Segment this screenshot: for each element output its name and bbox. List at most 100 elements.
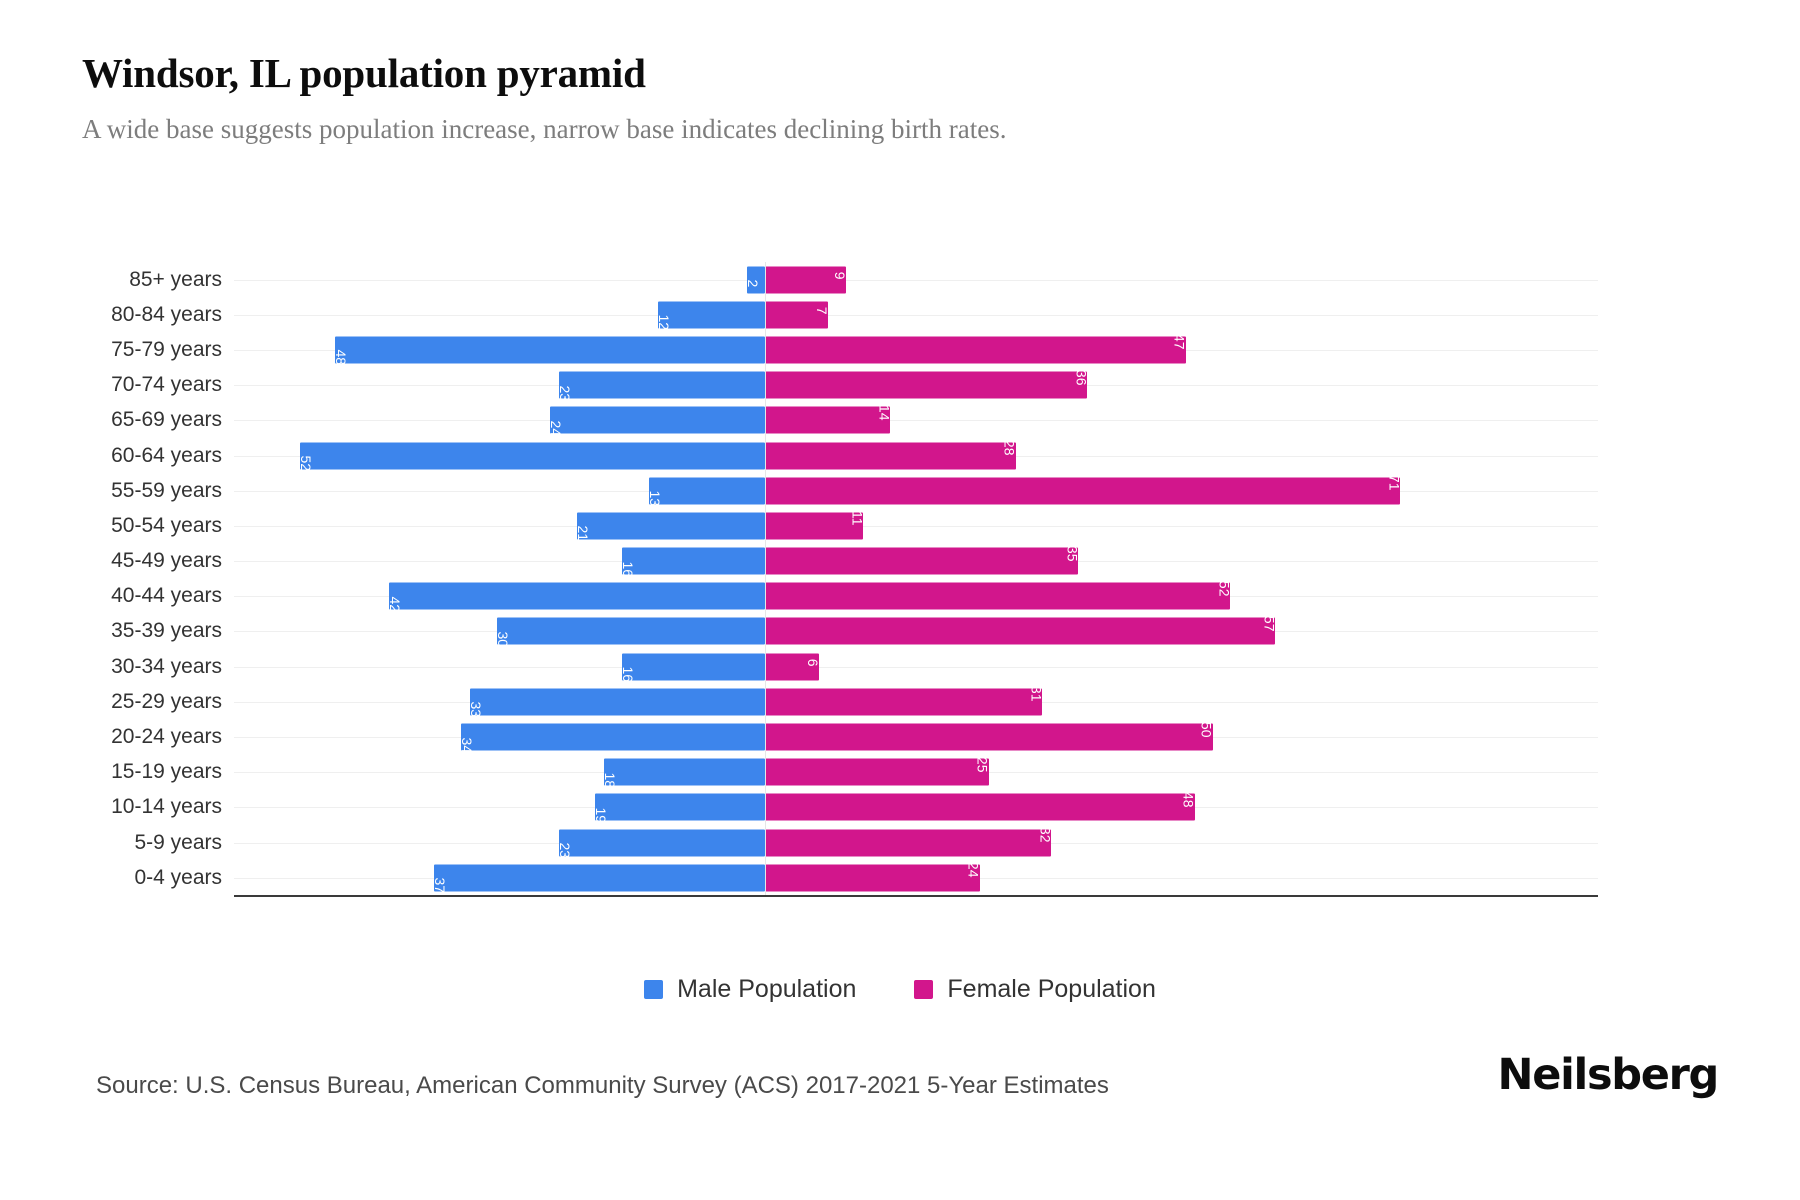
chart-subtitle: A wide base suggests population increase… bbox=[82, 114, 1007, 145]
age-group-label: 55-59 years bbox=[111, 478, 222, 502]
bar-value-male: 33 bbox=[467, 701, 484, 718]
bar-female[interactable]: 32 bbox=[765, 827, 1053, 857]
bar-male[interactable]: 48 bbox=[333, 336, 765, 366]
bar-female[interactable]: 36 bbox=[765, 370, 1089, 399]
bar-value-female: 48 bbox=[1180, 791, 1197, 808]
bar-female[interactable]: 7 bbox=[765, 301, 830, 329]
legend-swatch-male-icon bbox=[644, 980, 664, 999]
bar-value-male: 18 bbox=[601, 772, 618, 788]
pyramid-row: 75-79 years 48 47 bbox=[82, 332, 1722, 367]
center-axis-line bbox=[765, 262, 766, 896]
bar-male[interactable]: 19 bbox=[593, 793, 765, 823]
age-group-label: 60-64 years bbox=[111, 443, 222, 467]
bar-male[interactable]: 30 bbox=[494, 617, 765, 648]
pyramid-row: 55-59 years 13 71 bbox=[82, 473, 1722, 508]
age-group-label: 35-39 years bbox=[111, 619, 222, 643]
age-group-label: 45-49 years bbox=[111, 549, 222, 573]
gridline bbox=[234, 279, 1598, 281]
bar-value-female: 14 bbox=[876, 404, 893, 421]
age-group-label: 80-84 years bbox=[111, 302, 222, 326]
gridline bbox=[234, 420, 1598, 422]
age-group-label: 65-69 years bbox=[111, 408, 222, 432]
pyramid-rows: 85+ years 2 9 80-84 years 12 7 75-79 years 48 47… bbox=[82, 262, 1722, 895]
age-group-label: 30-34 years bbox=[111, 654, 222, 678]
bar-female[interactable]: 24 bbox=[765, 862, 982, 892]
pyramid-row: 15-19 years 18 25 bbox=[82, 755, 1722, 790]
bar-male[interactable]: 34 bbox=[458, 723, 765, 753]
pyramid-row: 70-74 years 23 36 bbox=[82, 368, 1722, 403]
age-group-label: 0-4 years bbox=[134, 865, 222, 889]
bar-value-female: 25 bbox=[974, 756, 991, 773]
bar-value-male: 24 bbox=[548, 420, 565, 436]
bar-female[interactable]: 50 bbox=[765, 721, 1215, 751]
age-group-label: 40-44 years bbox=[111, 584, 222, 608]
pyramid-row: 40-44 years 42 52 bbox=[82, 579, 1722, 614]
pyramid-row: 80-84 years 12 7 bbox=[82, 297, 1722, 332]
pyramid-row: 5-9 years 23 32 bbox=[82, 825, 1722, 860]
bar-male[interactable]: 16 bbox=[619, 547, 765, 577]
bar-male[interactable]: 2 bbox=[745, 266, 765, 294]
bar-male[interactable]: 12 bbox=[656, 301, 765, 330]
pyramid-row: 60-64 years 52 28 bbox=[82, 438, 1722, 473]
legend-swatch-female-icon bbox=[914, 980, 934, 999]
age-group-label: 10-14 years bbox=[111, 795, 222, 819]
chart-plot-area: 85+ years 2 9 80-84 years 12 7 75-79 years 48 47… bbox=[82, 262, 1722, 922]
bar-value-male: 52 bbox=[297, 455, 314, 472]
chart-header: Windsor, IL population pyramid A wide ba… bbox=[82, 50, 1722, 145]
bar-male[interactable]: 23 bbox=[557, 829, 765, 859]
bar-value-male: 37 bbox=[431, 877, 448, 894]
legend-item-female[interactable]: Female Population bbox=[914, 975, 1156, 1004]
bar-male[interactable]: 33 bbox=[467, 688, 765, 718]
bar-male[interactable]: 24 bbox=[548, 406, 765, 436]
gridline bbox=[234, 666, 1598, 668]
pyramid-row: 85+ years 2 9 bbox=[82, 262, 1722, 297]
bar-female[interactable]: 28 bbox=[765, 440, 1018, 470]
bar-male[interactable]: 18 bbox=[601, 758, 765, 788]
bar-female[interactable]: 6 bbox=[765, 653, 821, 681]
age-group-label: 70-74 years bbox=[111, 373, 222, 397]
bar-female[interactable]: 14 bbox=[765, 404, 893, 434]
bar-female[interactable]: 52 bbox=[765, 581, 1232, 610]
bar-female[interactable]: 9 bbox=[765, 266, 848, 294]
bar-value-male: 13 bbox=[646, 490, 663, 507]
legend-item-male[interactable]: Male Population bbox=[644, 975, 856, 1004]
bar-female[interactable]: 35 bbox=[765, 546, 1080, 575]
pyramid-row: 20-24 years 34 50 bbox=[82, 719, 1722, 754]
bar-male[interactable]: 13 bbox=[646, 477, 765, 507]
bar-male[interactable]: 23 bbox=[557, 371, 765, 401]
bar-value-male: 16 bbox=[619, 666, 636, 683]
bar-male[interactable]: 16 bbox=[619, 653, 765, 683]
age-group-label: 15-19 years bbox=[111, 760, 222, 784]
bar-value-female: 11 bbox=[849, 511, 866, 526]
bar-value-male: 34 bbox=[458, 737, 475, 753]
pyramid-row: 30-34 years 16 6 bbox=[82, 649, 1722, 684]
bar-female[interactable]: 11 bbox=[765, 511, 866, 540]
bar-female[interactable]: 57 bbox=[765, 615, 1278, 645]
bar-female[interactable]: 31 bbox=[765, 686, 1045, 716]
bar-value-female: 7 bbox=[813, 306, 830, 315]
bar-value-male: 23 bbox=[557, 385, 574, 401]
bar-value-male: 21 bbox=[575, 525, 592, 542]
bar-female[interactable]: 25 bbox=[765, 756, 991, 786]
age-group-label: 85+ years bbox=[129, 267, 222, 291]
bar-value-male: 30 bbox=[494, 631, 511, 648]
bar-value-male: 16 bbox=[619, 561, 636, 577]
bar-value-female: 50 bbox=[1198, 721, 1215, 738]
bar-value-female: 9 bbox=[831, 271, 848, 280]
pyramid-row: 25-29 years 33 31 bbox=[82, 684, 1722, 719]
bar-female[interactable]: 48 bbox=[765, 791, 1197, 821]
bar-female[interactable]: 47 bbox=[765, 334, 1188, 364]
bar-value-male: 23 bbox=[557, 842, 574, 859]
bar-value-female: 57 bbox=[1261, 615, 1278, 632]
age-group-label: 50-54 years bbox=[111, 513, 222, 537]
bar-male[interactable]: 37 bbox=[431, 864, 765, 894]
bar-male[interactable]: 21 bbox=[575, 512, 765, 542]
gridline bbox=[234, 525, 1598, 527]
bar-female[interactable]: 71 bbox=[765, 475, 1402, 505]
bar-value-female: 31 bbox=[1028, 686, 1045, 702]
bar-male[interactable]: 42 bbox=[387, 582, 765, 612]
bar-male[interactable]: 52 bbox=[297, 442, 765, 472]
pyramid-row: 65-69 years 24 14 bbox=[82, 403, 1722, 438]
bar-value-female: 47 bbox=[1171, 334, 1188, 350]
